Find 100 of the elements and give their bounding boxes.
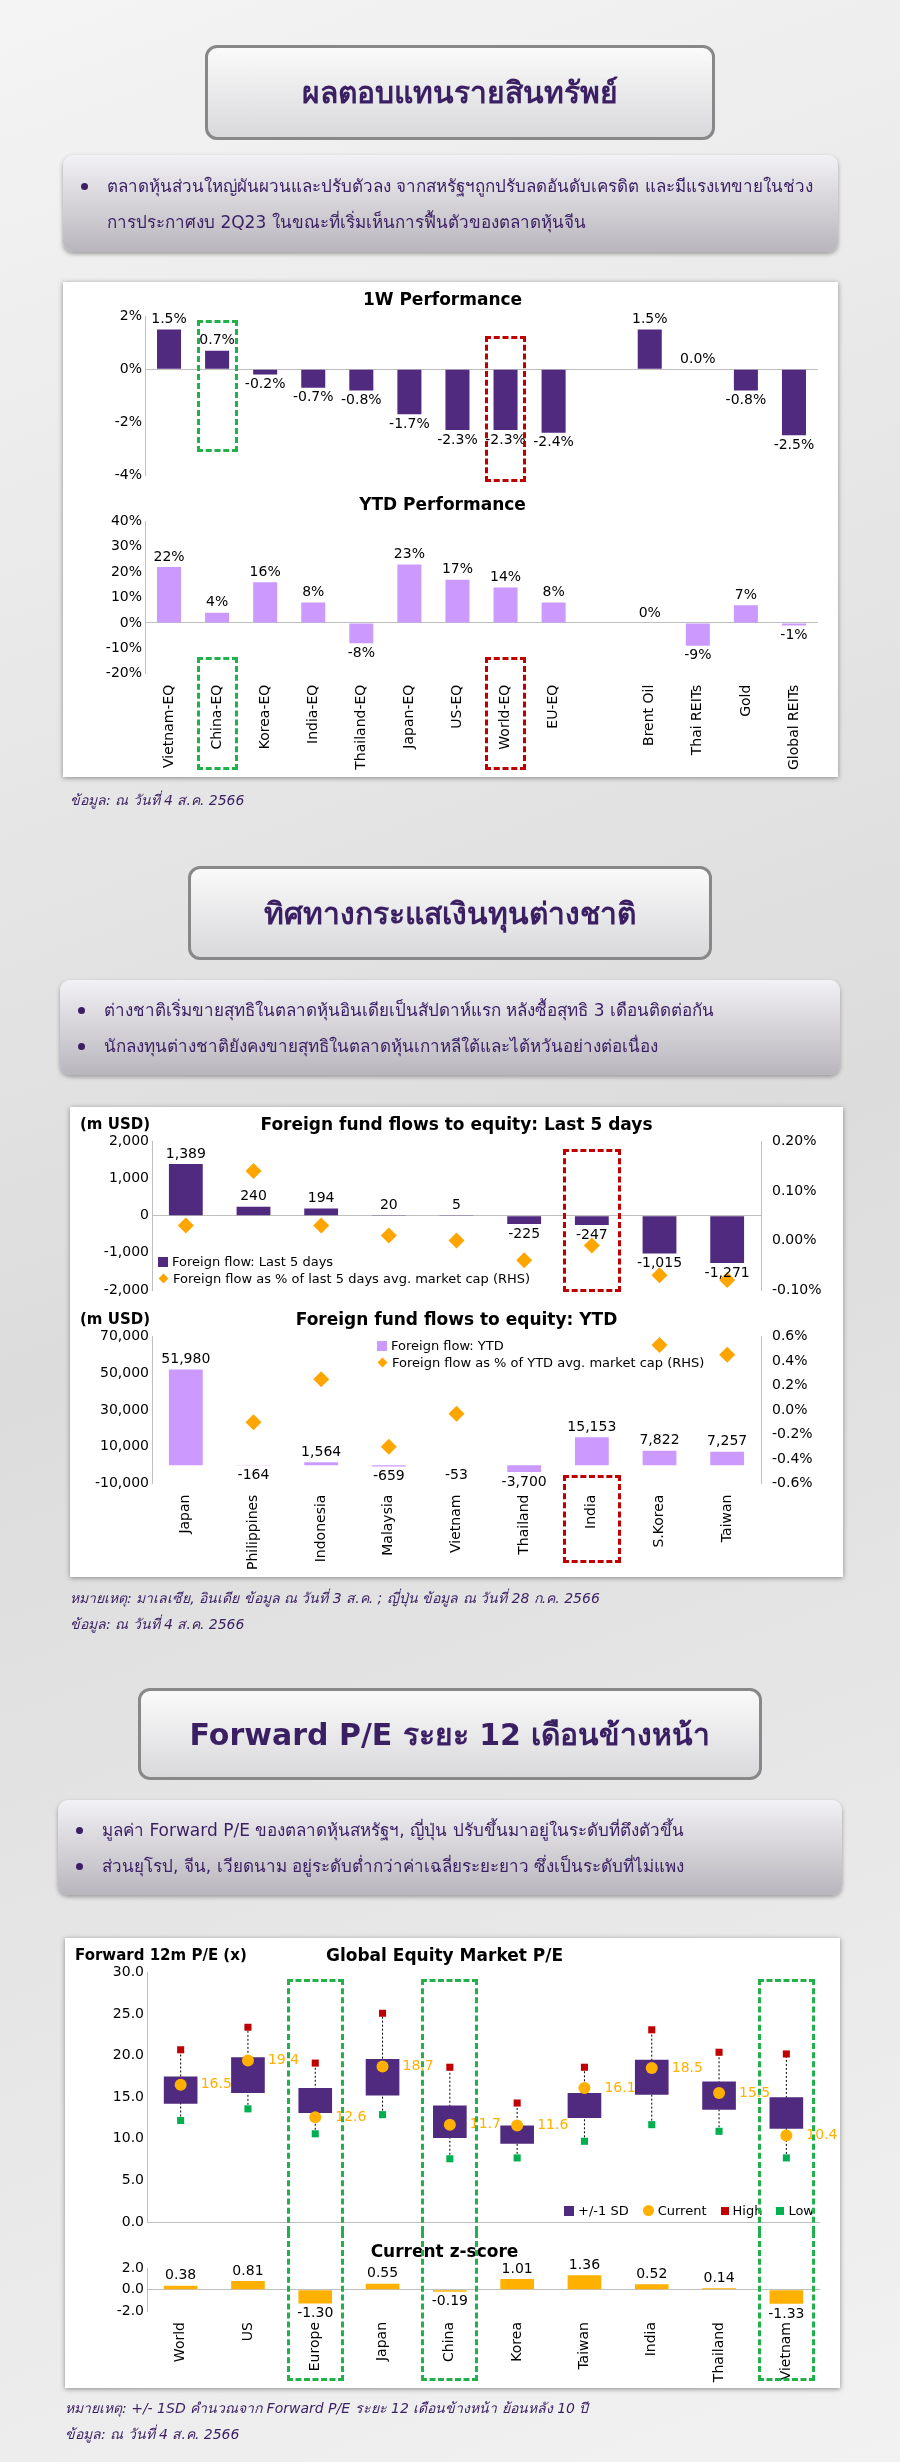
x-tick-label: Global REITs — [784, 684, 801, 770]
data-label: 8% — [542, 583, 565, 600]
text: ส่วนยุโรป, จีน, เวียดนาม อยู่ระดับต่ำกว่าค่าเฉลี่ยระยะยาว ซึ่งเป็นระดับที่ไม่แพง — [102, 1855, 685, 1876]
legend-label: Current — [657, 2203, 707, 2218]
y-tick-label: -2% — [114, 412, 142, 429]
bar — [567, 2093, 602, 2118]
x-tick-label: Japan — [373, 2322, 390, 2363]
bar — [157, 567, 182, 623]
point — [309, 2111, 322, 2124]
data-label: -1% — [780, 626, 808, 643]
point — [715, 2048, 723, 2056]
y-axis-title: Forward 12m P/E (x) — [75, 1945, 247, 1964]
text: ทิศทางกระแสเงินทุนต่างชาติ — [188, 866, 712, 960]
bar — [433, 2105, 467, 2138]
point — [244, 2023, 252, 2031]
y-tick-label: 10% — [110, 588, 142, 605]
bar — [710, 1451, 745, 1466]
point — [177, 2116, 185, 2125]
data-label: -1,271 — [704, 1263, 750, 1280]
x-tick-label: S.Korea — [650, 1494, 667, 1548]
chart-title: YTD Performance — [358, 493, 526, 514]
chart-title: Global Equity Market P/E — [325, 1944, 564, 1965]
data-label: 8% — [302, 583, 325, 600]
data-label: -1,015 — [636, 1254, 683, 1271]
point — [446, 2063, 454, 2071]
bar — [157, 329, 182, 369]
legend-label: Foreign flow: Last 5 days — [172, 1254, 334, 1269]
y2-tick-label: 0.20% — [772, 1132, 817, 1149]
text: ข้อมูล: ณ วันที่ 4 ส.ค. 2566 — [70, 789, 245, 811]
data-label: -2.3% — [485, 430, 526, 447]
x-tick-label: Vietnam-EQ — [159, 684, 176, 768]
text: ต่างชาติเริ่มขายสุทธิในตลาดหุ้นอินเดียเป็นสัปดาห์แรก หลังซื้อสุทธิ 3 เดือนติดต่อกัน — [104, 999, 715, 1020]
point — [651, 1336, 668, 1353]
x-tick-label: Malaysia — [379, 1494, 396, 1556]
data-label: -2.4% — [533, 433, 574, 450]
y-tick-label: 30,000 — [100, 1400, 149, 1417]
data-label: 16.1 — [604, 2078, 636, 2095]
data-label: 0.55 — [366, 2264, 399, 2281]
bar — [397, 564, 422, 623]
legend-label: Foreign flow: YTD — [391, 1338, 504, 1354]
bar — [349, 369, 374, 391]
bar — [231, 2281, 265, 2290]
data-label: 11.6 — [537, 2116, 569, 2133]
y-tick-label: -2,000 — [103, 1280, 149, 1297]
y2-tick-label: 0.00% — [772, 1231, 817, 1248]
y-tick-label: 70,000 — [100, 1327, 149, 1344]
bar — [301, 602, 326, 623]
data-label: 4% — [206, 593, 229, 610]
point — [448, 1405, 465, 1422]
y-tick-label: 0% — [119, 359, 142, 376]
legend-label: Foreign flow as % of last 5 days avg. market cap (RHS) — [173, 1271, 531, 1286]
point — [516, 1252, 533, 1269]
x-tick-label: Japan-EQ — [400, 684, 417, 750]
y-tick-label: 2.0 — [121, 2259, 144, 2276]
bar — [298, 2088, 333, 2114]
data-label: 14% — [489, 568, 522, 585]
y-tick-label: -10,000 — [94, 1474, 149, 1491]
point — [311, 2130, 319, 2138]
bar — [500, 2125, 534, 2144]
bar — [493, 587, 518, 623]
bar — [574, 1216, 609, 1225]
x-tick-label: India — [642, 2322, 659, 2357]
point — [780, 2129, 793, 2142]
x-tick-label: Brent Oil — [640, 684, 657, 746]
point — [648, 2121, 656, 2129]
point — [645, 2062, 658, 2075]
x-tick-label: World — [171, 2322, 188, 2363]
data-label: -53 — [445, 1465, 468, 1482]
y-tick-label: 0% — [119, 613, 142, 630]
point — [782, 2154, 790, 2162]
point — [513, 2154, 521, 2162]
y-tick-label: 25.0 — [112, 2004, 144, 2021]
data-label: -2.5% — [773, 435, 815, 452]
point — [379, 2009, 387, 2017]
x-tick-label: Japan — [176, 1494, 193, 1535]
x-tick-label: Indonesia — [311, 1494, 328, 1563]
bar — [769, 2097, 804, 2129]
bar — [236, 1206, 271, 1216]
y-tick-label: 30.0 — [112, 1963, 144, 1980]
y-tick-label: 15.0 — [112, 2087, 144, 2104]
bar — [253, 369, 278, 375]
bar — [301, 369, 326, 388]
legend-label: +/-1 SD — [578, 2203, 629, 2218]
bar — [541, 369, 566, 433]
point — [177, 2046, 185, 2054]
y-tick-label: 2,000 — [108, 1132, 149, 1149]
data-label: 23% — [393, 545, 425, 562]
data-label: 1,389 — [165, 1144, 206, 1161]
data-label: -0.7% — [292, 388, 334, 405]
data-label: -2.3% — [437, 430, 478, 447]
data-label: 240 — [240, 1187, 267, 1204]
point — [446, 2155, 454, 2163]
legend-label: Foreign flow as % of YTD avg. market cap (RHS) — [392, 1355, 705, 1371]
point — [245, 1163, 262, 1180]
data-label: 0.38 — [165, 2266, 197, 2283]
x-tick-label: US — [238, 2321, 255, 2342]
x-tick-label: Thailand-EQ — [351, 684, 368, 771]
bar — [365, 2283, 400, 2290]
data-label: 22% — [153, 547, 185, 564]
text: ตลาดหุ้นส่วนใหญ่ผันผวนและปรับตัวลง จากสหรัฐฯถูกปรับลดอันดับเครดิต และมีแรงเทขายในช่วงการประกาศงบ 2Q23 ในขณะที่เริ่มเห็นการฟื้นตัวของตลาดหุ้นจีน — [107, 175, 813, 232]
